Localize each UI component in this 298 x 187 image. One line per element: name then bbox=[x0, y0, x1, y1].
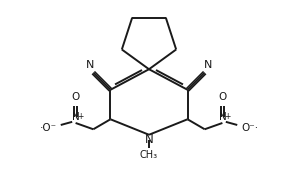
Text: O: O bbox=[72, 92, 80, 102]
Text: +: + bbox=[224, 112, 230, 121]
Text: N: N bbox=[86, 60, 94, 70]
Text: N: N bbox=[218, 112, 226, 122]
Text: O⁻·: O⁻· bbox=[241, 123, 258, 133]
Text: N: N bbox=[145, 133, 153, 146]
Text: CH₃: CH₃ bbox=[140, 150, 158, 160]
Text: O: O bbox=[218, 92, 226, 102]
Text: N: N bbox=[72, 112, 80, 122]
Text: +: + bbox=[77, 112, 83, 121]
Text: ·O⁻: ·O⁻ bbox=[40, 123, 57, 133]
Text: N: N bbox=[204, 60, 212, 70]
